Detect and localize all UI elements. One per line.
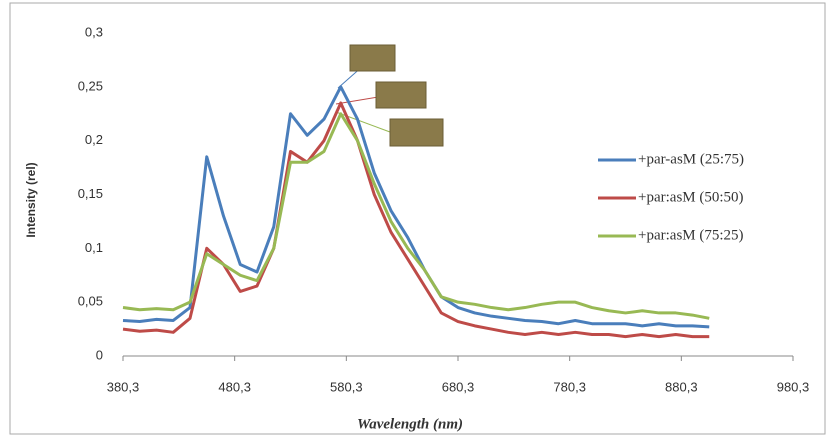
series-line xyxy=(122,85,710,329)
x-tick-label: 680,3 xyxy=(442,379,475,394)
annotation-box xyxy=(389,118,444,147)
series-line xyxy=(122,112,710,320)
legend-label: +par-asM (25:75) xyxy=(638,151,744,167)
annotation-box xyxy=(375,81,427,109)
y-tick-label: 0,3 xyxy=(85,24,103,39)
x-tick-label: 380,3 xyxy=(107,379,140,394)
y-tick-label: 0 xyxy=(96,347,103,362)
y-axis-title: Intensity (rel) xyxy=(24,162,38,237)
y-tick-label: 0,15 xyxy=(78,186,103,201)
legend-label: +par:asM (50:50) xyxy=(638,189,744,205)
y-tick-label: 0,25 xyxy=(78,78,103,93)
chart-border xyxy=(9,2,826,435)
y-tick-label: 0,2 xyxy=(85,132,103,147)
x-tick-label: 980,3 xyxy=(777,379,810,394)
x-tick-label: 580,3 xyxy=(330,379,363,394)
y-tick-label: 0,05 xyxy=(78,294,103,309)
annotations xyxy=(335,44,444,147)
x-axis-title: Wavelength (nm) xyxy=(357,416,463,432)
annotation-box xyxy=(349,44,396,72)
x-tick-label: 880,3 xyxy=(665,379,698,394)
y-tick-label: 0,1 xyxy=(85,240,103,255)
x-tick-label: 780,3 xyxy=(553,379,586,394)
legend-label: +par:asM (75:25) xyxy=(638,227,744,243)
x-tick-label: 480,3 xyxy=(218,379,251,394)
